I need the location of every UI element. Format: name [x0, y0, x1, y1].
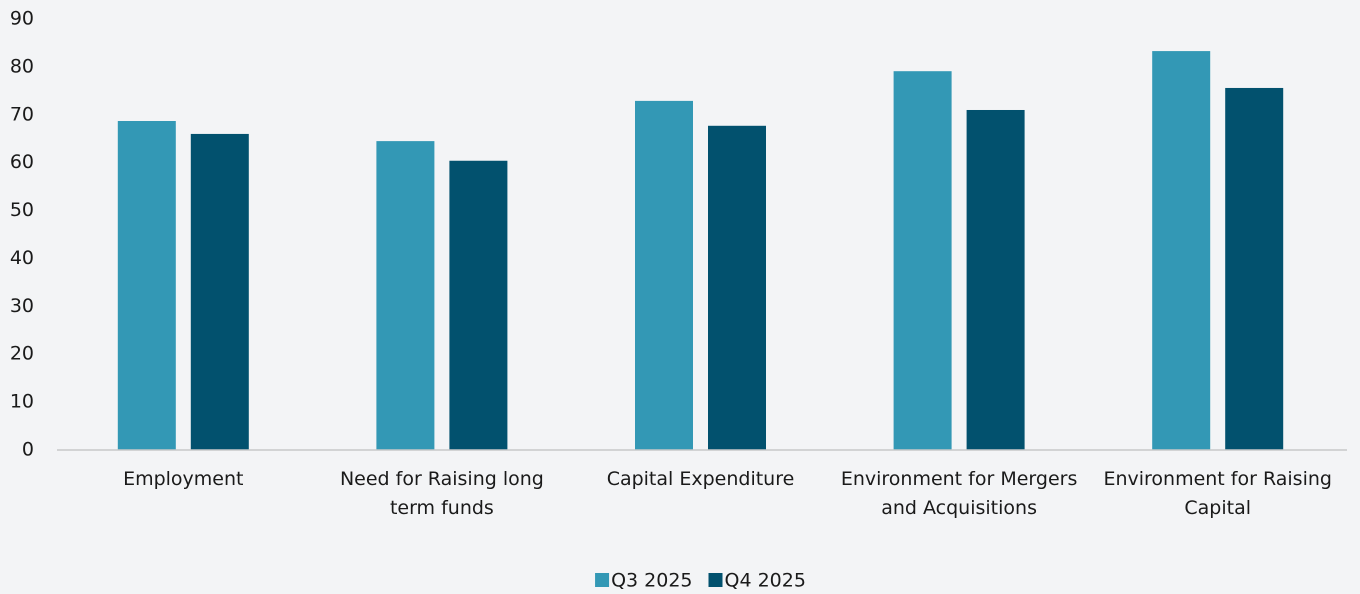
bar: [966, 109, 1025, 450]
bar: [449, 160, 508, 451]
y-tick-label: 90: [10, 8, 34, 30]
bar: [1225, 87, 1284, 451]
legend: Q3 2025 Q4 2025: [595, 570, 806, 592]
y-tick-label: 20: [10, 343, 34, 365]
x-tick-label: Capital Expenditure: [607, 468, 795, 490]
legend-label: Q3 2025: [611, 570, 692, 592]
bar: [708, 125, 766, 450]
bar: [1152, 51, 1211, 450]
x-tick-label: Employment: [123, 468, 243, 490]
bar: [376, 141, 435, 450]
x-tick-label: Environment for Mergers and Acquisitions: [841, 468, 1078, 519]
y-tick-label: 10: [10, 391, 34, 413]
y-tick-label: 80: [10, 55, 34, 77]
bar: [635, 100, 693, 450]
y-tick-label: 70: [10, 103, 34, 125]
x-tick-label: Environment for Raising Capital: [1103, 468, 1332, 519]
y-tick-label: 0: [22, 439, 34, 461]
y-tick-label: 50: [10, 199, 34, 221]
x-tick-label: Need for Raising long term funds: [340, 468, 544, 519]
legend-swatch: [708, 573, 723, 587]
bar: [117, 121, 176, 451]
bar: [190, 133, 249, 450]
legend-label: Q4 2025: [725, 570, 806, 592]
legend-swatch: [595, 573, 610, 587]
bar: [893, 71, 952, 451]
y-tick-label: 30: [10, 295, 34, 317]
y-tick-label: 40: [10, 247, 34, 269]
y-tick-label: 60: [10, 151, 34, 173]
